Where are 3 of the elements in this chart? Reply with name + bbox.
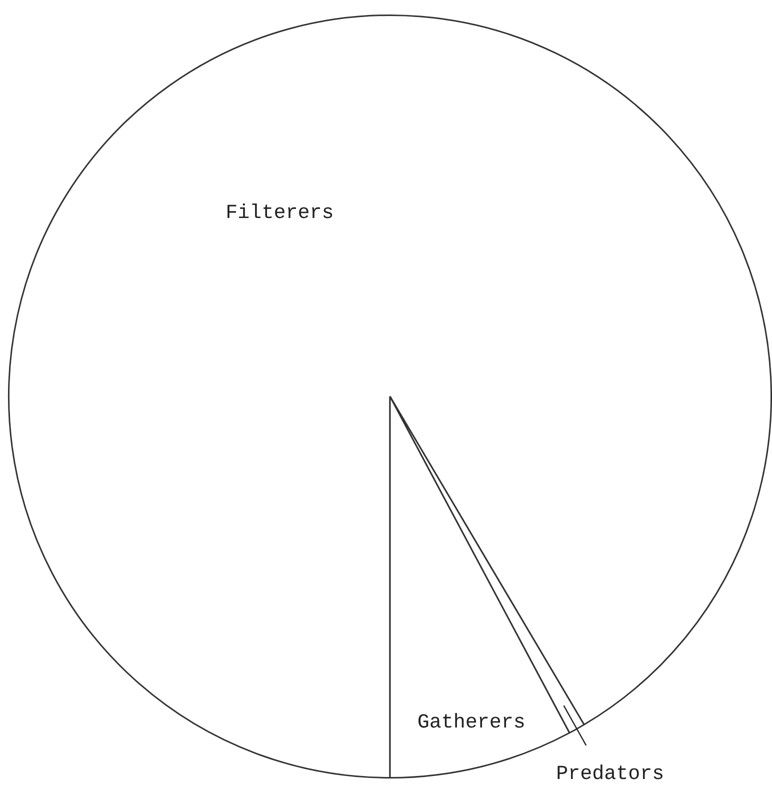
slice-label: Gatherers [417, 711, 526, 734]
slice-label: Filterers [226, 202, 334, 225]
slice-label: Predators [556, 762, 664, 786]
